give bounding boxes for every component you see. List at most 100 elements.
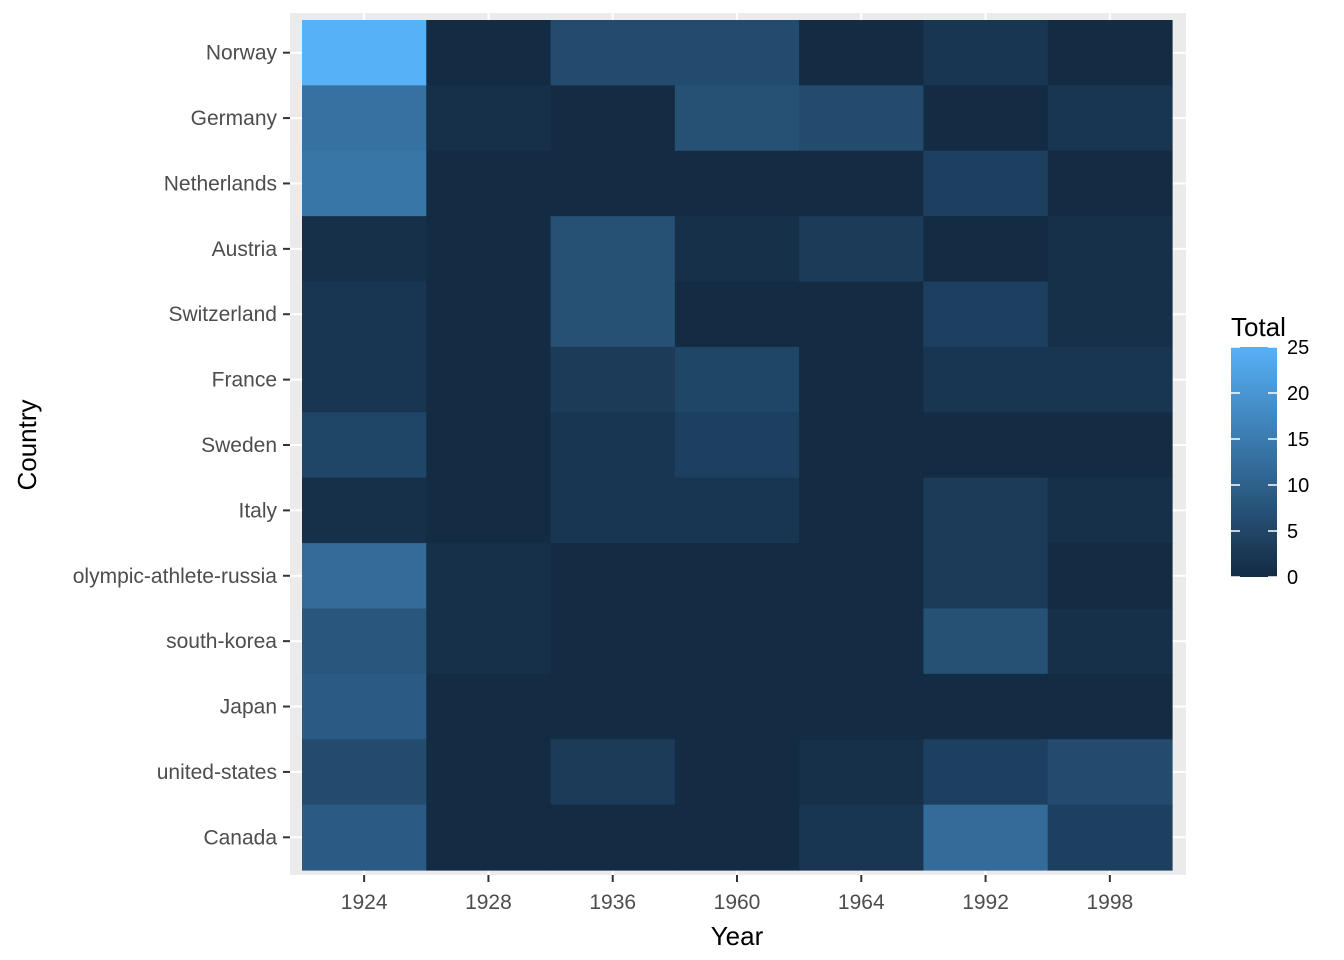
heatmap-cell — [426, 477, 552, 544]
x-tick-label: 1998 — [1086, 891, 1133, 914]
y-axis: Norway Germany Netherlands Austria Switzerla… — [73, 42, 290, 849]
heatmap-cell — [674, 346, 800, 413]
heatmap-cell — [799, 739, 925, 806]
legend-tick-label: 10 — [1287, 475, 1309, 497]
y-tick-label: Austria — [212, 238, 278, 261]
heatmap-cell — [923, 804, 1049, 871]
heatmap-cell — [799, 281, 925, 348]
heatmap-cell — [550, 20, 676, 86]
heatmap-cell — [426, 20, 552, 86]
y-tick-label: Sweden — [201, 434, 277, 457]
x-tick-label: 1936 — [589, 891, 636, 914]
heatmap-cell — [302, 673, 427, 740]
heatmap-cell — [426, 412, 552, 479]
heatmap-cell — [923, 739, 1049, 806]
heatmap-cell — [674, 804, 800, 871]
y-tick-label: France — [212, 369, 277, 392]
heatmap-cell — [550, 673, 676, 740]
heatmap-cell — [674, 20, 800, 86]
y-tick-label: Switzerland — [168, 303, 277, 326]
heatmap-tiles — [302, 20, 1173, 871]
heatmap-cell — [1047, 543, 1173, 610]
heatmap-cell — [426, 673, 552, 740]
x-tick-label: 1924 — [341, 891, 388, 914]
heatmap-cell — [302, 281, 427, 348]
heatmap-cell — [923, 281, 1049, 348]
x-tick-label: 1928 — [465, 891, 512, 914]
heatmap-cell — [923, 346, 1049, 413]
y-axis-title: Country — [12, 399, 42, 490]
heatmap-cell — [1047, 608, 1173, 675]
heatmap-cell — [302, 543, 427, 610]
y-tick-label: south-korea — [166, 630, 277, 653]
x-tick-label: 1964 — [838, 891, 885, 914]
heatmap-cell — [923, 543, 1049, 610]
heatmap-cell — [799, 412, 925, 479]
heatmap-cell — [426, 150, 552, 217]
heatmap-cell — [1047, 85, 1173, 152]
heatmap-cell — [1047, 346, 1173, 413]
heatmap-cell — [550, 216, 676, 283]
heatmap-cell — [426, 543, 552, 610]
legend-title: Total — [1231, 312, 1286, 342]
heatmap-cell — [1047, 412, 1173, 479]
heatmap-cell — [426, 804, 552, 871]
heatmap-cell — [426, 346, 552, 413]
y-tick-label: Netherlands — [164, 172, 277, 195]
heatmap-cell — [799, 673, 925, 740]
legend-gradient-bar — [1231, 347, 1277, 577]
heatmap-cell — [674, 412, 800, 479]
legend-tick-label: 5 — [1287, 521, 1298, 543]
heatmap-cell — [302, 216, 427, 283]
heatmap-cell — [923, 673, 1049, 740]
heatmap-cell — [550, 804, 676, 871]
y-tick-label: Canada — [203, 826, 277, 849]
x-tick-label: 1992 — [962, 891, 1009, 914]
heatmap-cell — [674, 216, 800, 283]
heatmap-cell — [1047, 477, 1173, 544]
heatmap-cell — [674, 281, 800, 348]
legend-ticks: 25 20 15 10 5 0 — [1231, 337, 1309, 589]
heatmap-cell — [302, 150, 427, 217]
heatmap-cell — [302, 20, 427, 86]
y-tick-label: Italy — [238, 499, 277, 522]
x-axis: 1924 1928 1936 1960 1964 1992 1998 — [341, 875, 1133, 914]
y-tick-label: olympic-athlete-russia — [73, 565, 278, 588]
heatmap-cell — [550, 281, 676, 348]
heatmap-cell — [923, 20, 1049, 86]
heatmap-cell — [674, 608, 800, 675]
heatmap-cell — [674, 673, 800, 740]
heatmap-cell — [550, 477, 676, 544]
y-tick-label: Germany — [191, 107, 278, 130]
heatmap-cell — [550, 543, 676, 610]
heatmap-cell — [923, 412, 1049, 479]
x-tick-label: 1960 — [714, 891, 761, 914]
heatmap-cell — [799, 216, 925, 283]
heatmap-cell — [799, 608, 925, 675]
legend-tick-label: 25 — [1287, 337, 1309, 359]
heatmap-cell — [799, 150, 925, 217]
heatmap-cell — [550, 739, 676, 806]
heatmap-cell — [426, 608, 552, 675]
heatmap-cell — [302, 85, 427, 152]
heatmap-cell — [799, 85, 925, 152]
color-legend: Total 25 20 15 10 5 0 — [1231, 312, 1309, 589]
heatmap-cell — [674, 85, 800, 152]
y-tick-label: Japan — [220, 696, 277, 719]
heatmap-cell — [799, 804, 925, 871]
heatmap-cell — [302, 346, 427, 413]
heatmap-cell — [1047, 281, 1173, 348]
heatmap-cell — [674, 150, 800, 217]
heatmap-cell — [923, 216, 1049, 283]
heatmap-cell — [302, 412, 427, 479]
heatmap-cell — [550, 85, 676, 152]
heatmap-cell — [799, 477, 925, 544]
heatmap-cell — [1047, 20, 1173, 86]
legend-tick-label: 20 — [1287, 383, 1309, 405]
heatmap-cell — [426, 739, 552, 806]
heatmap-cell — [1047, 739, 1173, 806]
heatmap-cell — [550, 150, 676, 217]
heatmap-cell — [1047, 804, 1173, 871]
heatmap-cell — [302, 608, 427, 675]
